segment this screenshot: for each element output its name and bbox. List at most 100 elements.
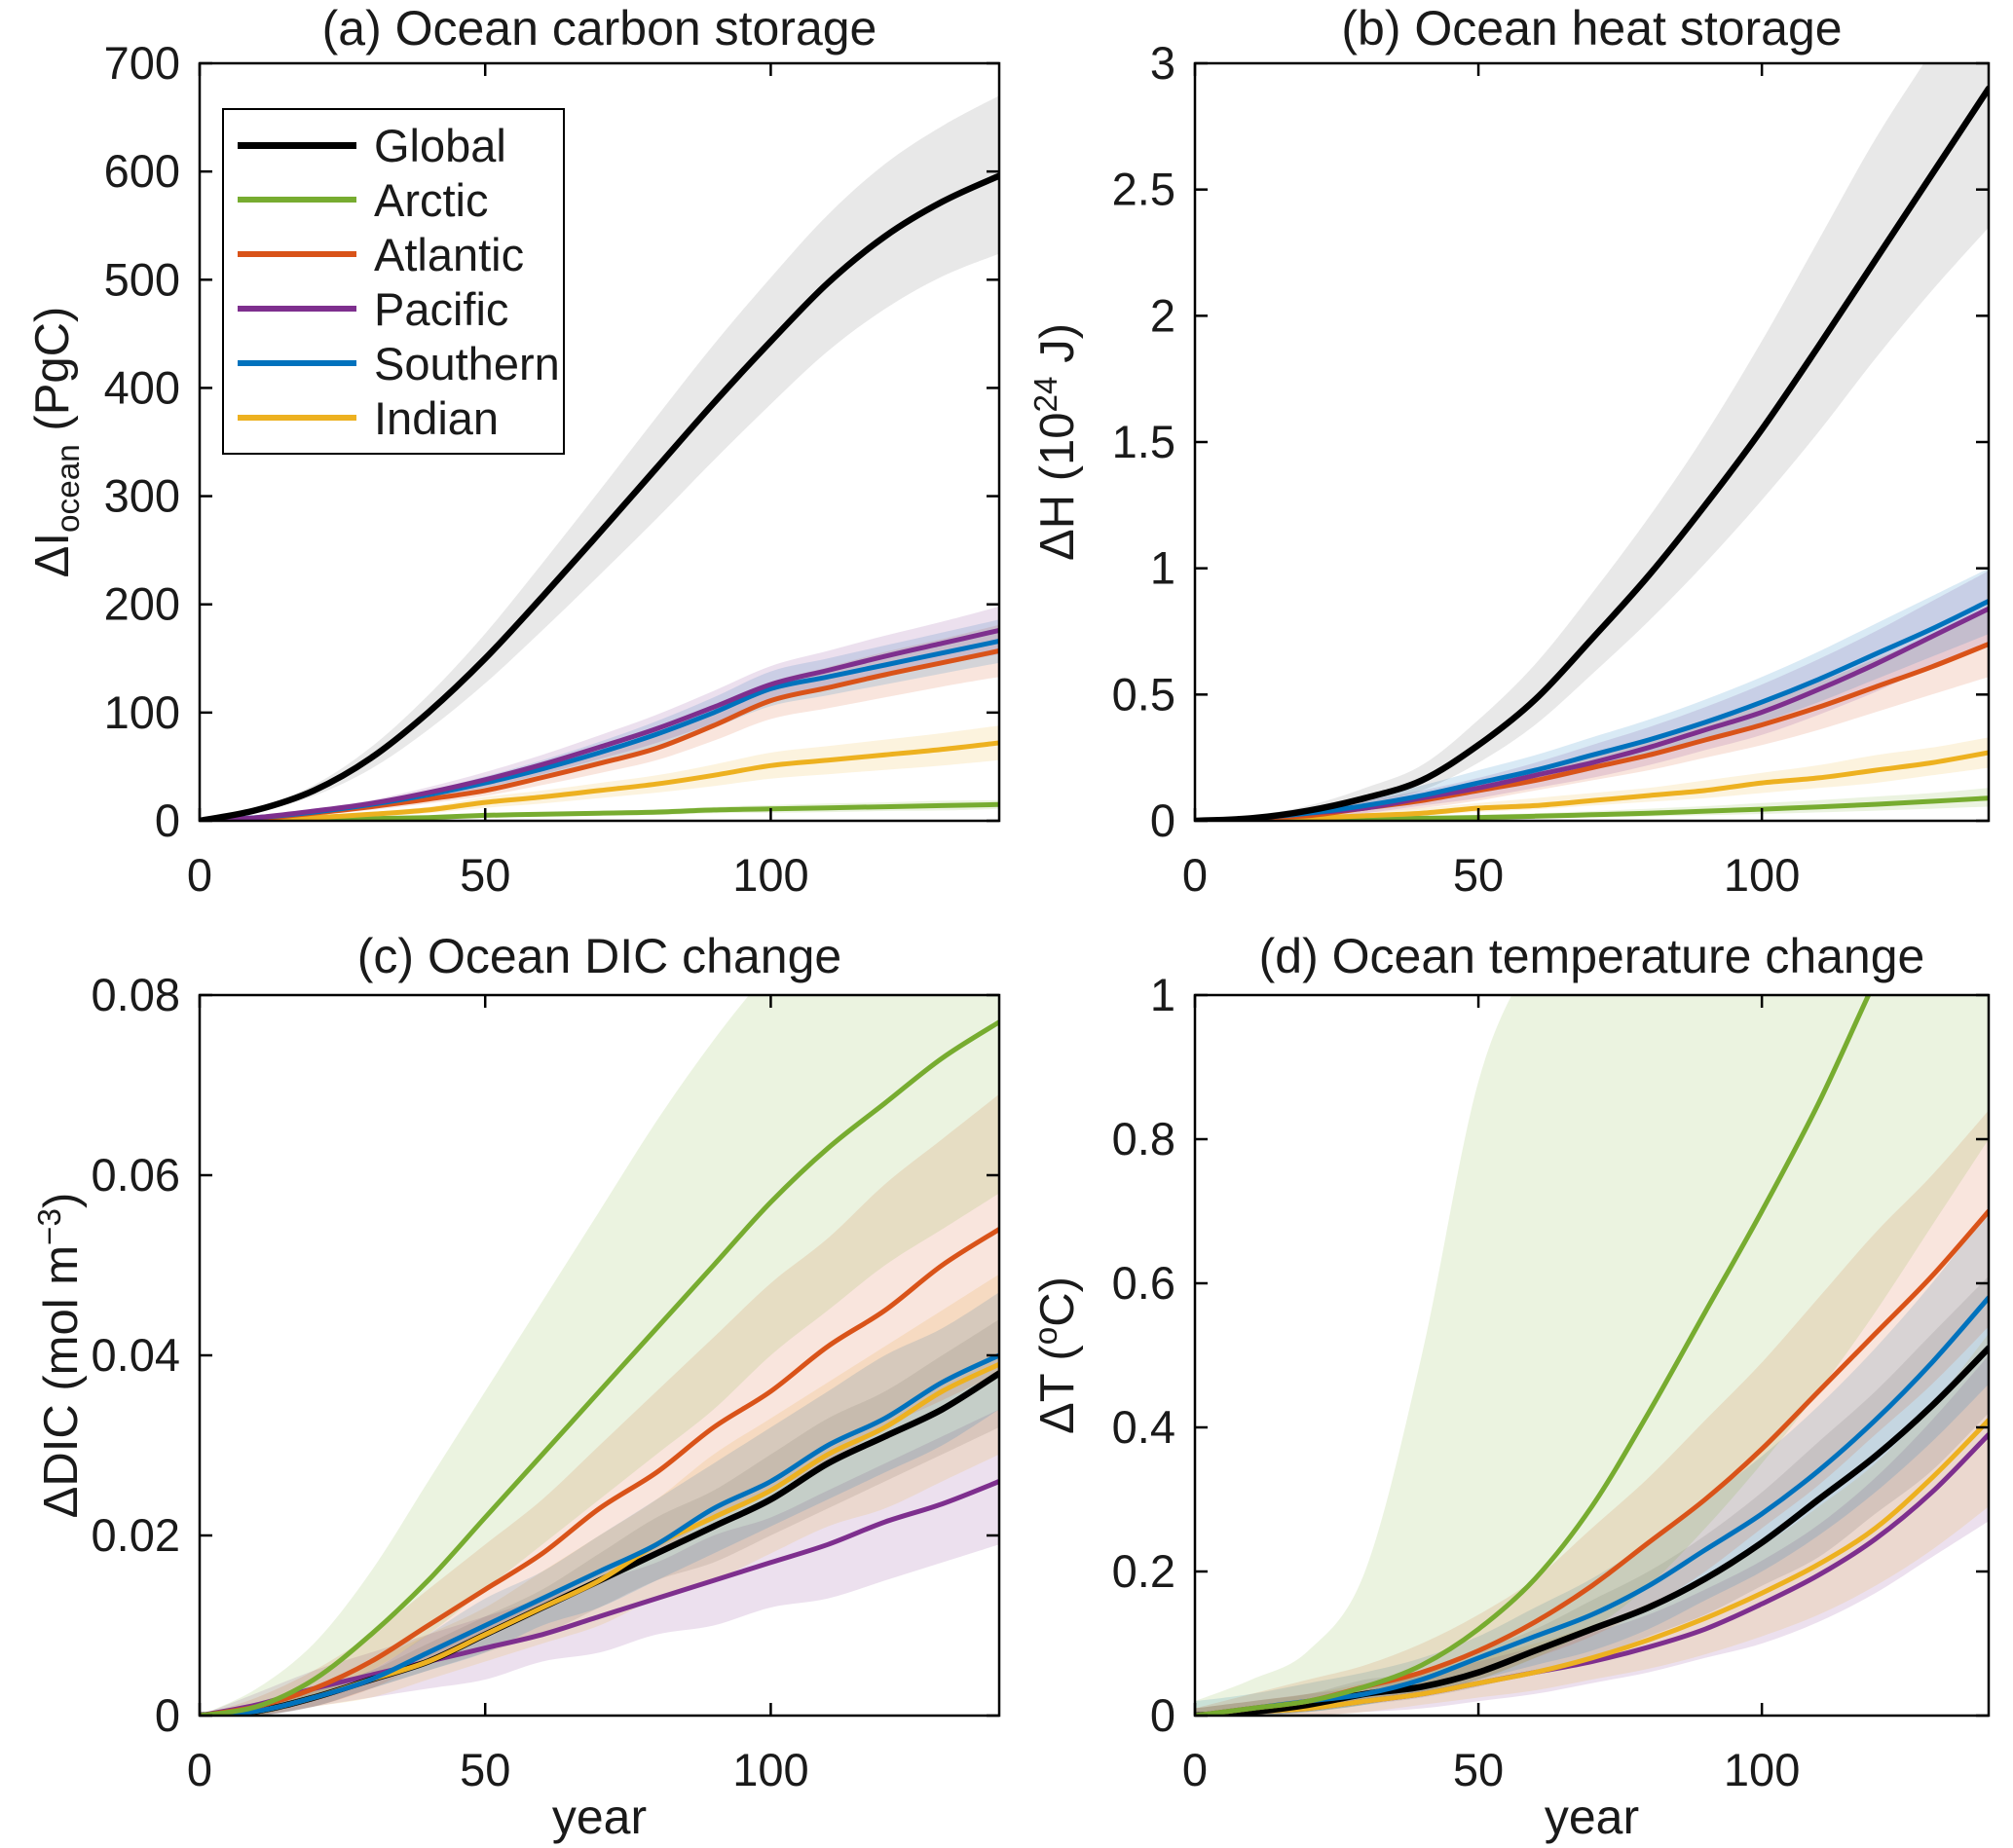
y-tick-label: 700 [104, 37, 180, 89]
band-arctic [1195, 788, 1989, 821]
legend-entry-pacific: Pacific [224, 282, 563, 336]
ylabel-part: ΔI [26, 532, 80, 578]
axis-ticks [198, 61, 999, 823]
band-arctic [1195, 995, 1989, 1716]
x-tick-label: 100 [1724, 849, 1800, 901]
y-tick-label: 400 [104, 361, 180, 413]
ylabel-part: C) [1031, 1276, 1085, 1327]
series-lines [200, 172, 999, 821]
y-tick-label: 0.08 [92, 969, 180, 1020]
legend-line-sample-southern [238, 360, 356, 366]
x-tick-label: 0 [187, 1744, 212, 1795]
x-tick-label: 50 [460, 1744, 510, 1795]
band-global [1195, 63, 1989, 821]
panel-ocean-temperature-change: 0 50 100 0 0.2 0.4 0.6 0.8 1 (d) Ocean temperatu… [1006, 924, 2013, 1848]
series-lines [1195, 995, 1989, 1716]
y-tick-label: 3 [1150, 37, 1175, 89]
y-tick-label: 300 [104, 470, 180, 522]
x-tick-label: 0 [187, 849, 212, 901]
band-indian [1195, 1333, 1989, 1716]
uncertainty-bands [1195, 995, 1989, 1716]
line-southern [1195, 598, 1989, 821]
panel-ocean-heat-storage: 0 50 100 0 0.5 1 1.5 2 2.5 3 (b) Ocean heat stora… [1006, 0, 2013, 924]
legend-label: Arctic [374, 173, 489, 226]
band-global [200, 95, 999, 821]
band-pacific [1195, 571, 1989, 821]
panel-b-plot: 0 50 100 0 0.5 1 1.5 2 2.5 3 [1112, 37, 1991, 901]
line-pacific [200, 627, 999, 821]
panel-d-title: (d) Ocean temperature change [1258, 929, 1925, 983]
y-tick-label: 2.5 [1112, 164, 1175, 215]
y-tick-label: 500 [104, 253, 180, 305]
y-tick-label: 1 [1150, 542, 1175, 594]
ylabel-part: −3 [31, 1207, 68, 1245]
line-arctic [1195, 995, 1872, 1716]
line-atlantic [200, 1227, 999, 1716]
x-tick-label: 50 [1453, 849, 1504, 901]
ylabel-part: ΔT ( [1031, 1345, 1085, 1434]
uncertainty-bands [200, 995, 999, 1716]
legend-label: Southern [374, 337, 560, 389]
x-tick-label: 100 [732, 849, 808, 901]
panel-a-title: (a) Ocean carbon storage [321, 1, 877, 55]
line-southern [200, 1352, 999, 1716]
legend-line-sample-atlantic [238, 251, 356, 257]
panel-a-plot: 0 50 100 0 100 200 300 400 500 600 700 [104, 37, 1001, 901]
legend-label: Global [374, 119, 506, 171]
legend-line-sample-arctic [238, 197, 356, 203]
panel-ocean-dic-change: 0 50 100 0 0.02 0.04 0.06 0.08 (c) Ocean DIC ch… [0, 924, 1006, 1848]
y-tick-label: 0.02 [92, 1509, 180, 1561]
axes-box [1193, 993, 1991, 1718]
legend: Global Arctic Atlantic Pacific Southern India… [222, 108, 565, 455]
legend-label: Indian [374, 391, 500, 444]
y-tick-label: 1 [1150, 969, 1175, 1020]
panel-a-ylabel: ΔIocean (PgC) [25, 307, 88, 578]
legend-line-sample-indian [238, 415, 356, 421]
x-tick-label: 50 [460, 849, 510, 901]
y-tick-label: 0.2 [1112, 1545, 1175, 1597]
y-tick-label: 0 [1150, 1689, 1175, 1741]
x-tick-label: 100 [732, 1744, 808, 1795]
y-tick-label: 0.4 [1112, 1401, 1175, 1453]
band-southern [1195, 568, 1989, 821]
panel-ocean-carbon-storage: 0 50 100 0 100 200 300 400 500 600 700 (a) Ocean c… [0, 0, 1006, 924]
ylabel-part: ΔDIC (mol m [35, 1244, 89, 1519]
line-pacific [200, 1479, 999, 1716]
band-atlantic [200, 624, 999, 821]
y-tick-label: 100 [104, 686, 180, 738]
y-tick-label: 0.06 [92, 1149, 180, 1201]
band-arctic [200, 799, 999, 821]
panel-b-title: (b) Ocean heat storage [1341, 1, 1843, 55]
y-tick-label: 1.5 [1112, 416, 1175, 467]
legend-entry-atlantic: Atlantic [224, 228, 563, 281]
ylabel-part: 24 [1027, 376, 1064, 413]
y-tick-label: 0 [155, 1689, 180, 1741]
line-global [1195, 85, 1989, 821]
y-tick-label: 0.8 [1112, 1113, 1175, 1164]
line-arctic [200, 1019, 999, 1716]
band-atlantic [1195, 610, 1989, 821]
legend-entry-indian: Indian [224, 391, 563, 445]
line-indian [1195, 750, 1989, 821]
x-tick-label: 0 [1182, 1744, 1208, 1795]
panel-c-ylabel: ΔDIC (mol m−3) [32, 1193, 89, 1519]
band-indian [1195, 737, 1989, 821]
axis-ticks [1193, 993, 1989, 1718]
panel-d-plot: 0 50 100 0 0.2 0.4 0.6 0.8 1 [1112, 969, 1991, 1795]
legend-entry-southern: Southern [224, 337, 563, 390]
line-indian [200, 740, 999, 821]
series-lines [1195, 85, 1989, 821]
legend-label: Pacific [374, 282, 509, 335]
legend-entry-global: Global [224, 119, 563, 172]
ylabel-part: ocean [50, 444, 87, 533]
x-tick-label: 50 [1453, 1744, 1504, 1795]
ylabel-part: (PgC) [26, 306, 80, 445]
uncertainty-bands [1195, 63, 1989, 821]
band-pacific [200, 606, 999, 821]
panel-d-ylabel: ΔT (oC) [1028, 1276, 1085, 1434]
y-tick-label: 200 [104, 578, 180, 630]
y-tick-label: 600 [104, 145, 180, 197]
line-global [200, 172, 999, 821]
y-tick-label: 0 [1150, 795, 1175, 846]
panel-c-xlabel: year [551, 1790, 648, 1844]
